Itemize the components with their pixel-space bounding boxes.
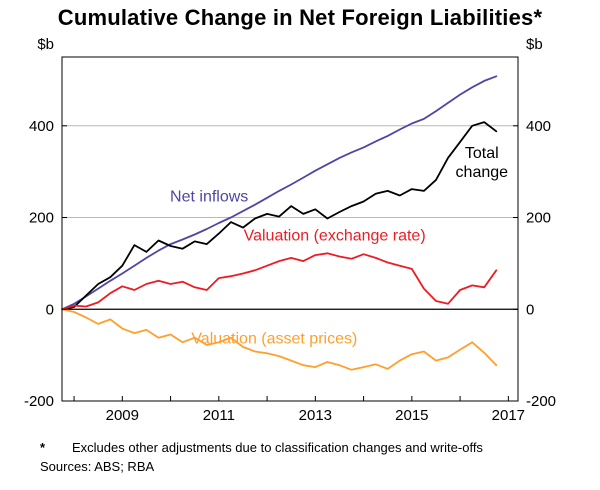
y-axis-unit-right: $b bbox=[526, 36, 543, 53]
x-axis-label: 2013 bbox=[299, 407, 332, 424]
x-axis-label: 2017 bbox=[492, 407, 525, 424]
y-axis-label-left: -200 bbox=[24, 393, 54, 410]
series-line-valuation-asset-prices bbox=[61, 308, 498, 371]
sources-text: Sources: ABS; RBA bbox=[40, 458, 155, 474]
chart-canvas: -200 -200 0 0 200 200 400 400 2009 2011 2013 2015 20… bbox=[24, 36, 556, 424]
chart-title: Cumulative Change in Net Foreign Liabili… bbox=[57, 5, 543, 30]
y-axis-label-left: 400 bbox=[29, 118, 54, 135]
y-axis-label-right: 200 bbox=[526, 210, 551, 227]
x-axis-label: 2011 bbox=[203, 407, 235, 424]
footnotes: * Excludes other adjustments due to clas… bbox=[0, 439, 600, 477]
x-axis-label: 2009 bbox=[106, 407, 139, 424]
y-axis-label-right: -200 bbox=[526, 393, 556, 410]
x-axis-label: 2015 bbox=[395, 407, 428, 424]
footnote-text: Excludes other adjustments due to classi… bbox=[72, 440, 483, 455]
series-line-total-change bbox=[61, 121, 498, 311]
series-label: Valuation (asset prices) bbox=[191, 331, 357, 348]
y-axis-label-right: 0 bbox=[526, 301, 534, 318]
footnote-line: * Excludes other adjustments due to clas… bbox=[0, 439, 600, 458]
series-line-valuation-exchange-rate bbox=[61, 252, 498, 311]
plot-border bbox=[61, 56, 519, 402]
series-label: Valuation (exchange rate) bbox=[244, 227, 426, 244]
y-axis-label-left: 200 bbox=[29, 210, 54, 227]
y-axis-label-left: 0 bbox=[46, 301, 54, 318]
series-label: Net inflows bbox=[170, 188, 248, 205]
y-axis-label-right: 400 bbox=[526, 118, 551, 135]
y-axis-unit-left: $b bbox=[37, 36, 54, 53]
series-line-net-inflows bbox=[61, 75, 498, 311]
series-label: Total change bbox=[456, 145, 509, 181]
footnote-marker: * bbox=[40, 440, 46, 455]
